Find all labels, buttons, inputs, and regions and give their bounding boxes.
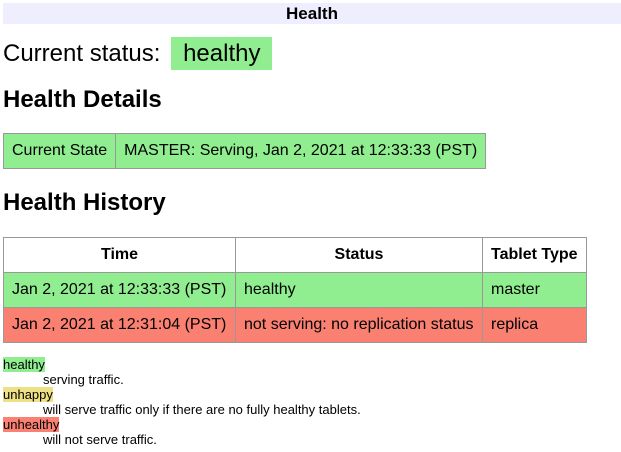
cell-tablet-type: master (482, 272, 587, 308)
current-status: Current status: healthy (3, 37, 273, 70)
health-details-table: Current State MASTER: Serving, Jan 2, 20… (2, 133, 487, 169)
legend-desc-unhealthy: will not serve traffic. (43, 432, 157, 447)
health-details-heading: Health Details (3, 86, 162, 113)
cell-status: healthy (235, 272, 483, 308)
cell-tablet-type: replica (482, 307, 587, 343)
cell-time: Jan 2, 2021 at 12:31:04 (PST) (3, 307, 236, 343)
table-row: Current State MASTER: Serving, Jan 2, 20… (2, 133, 487, 169)
legend-term-unhappy: unhappy (3, 387, 53, 402)
legend-desc-healthy: serving traffic. (43, 372, 124, 387)
cell-status: not serving: no replication status (235, 307, 483, 343)
table-header-row: Time Status Tablet Type (3, 237, 587, 273)
table-row: Jan 2, 2021 at 12:33:33 (PST) healthy ma… (3, 272, 587, 308)
page-title: Health (3, 3, 621, 24)
legend-desc-unhappy: will serve traffic only if there are no … (43, 402, 361, 417)
column-header-time: Time (3, 237, 236, 273)
current-status-label: Current status: (3, 40, 161, 67)
current-state-label: Current State (2, 133, 117, 169)
table-row: Jan 2, 2021 at 12:31:04 (PST) not servin… (3, 307, 587, 343)
column-header-status: Status (235, 237, 483, 273)
health-history-heading: Health History (3, 189, 166, 216)
current-state-value: MASTER: Serving, Jan 2, 2021 at 12:33:33… (115, 133, 487, 169)
legend-term-unhealthy: unhealthy (3, 417, 60, 432)
status-legend: healthy serving traffic. unhappy will se… (3, 357, 361, 447)
legend-term-healthy: healthy (3, 357, 45, 372)
column-header-tablet-type: Tablet Type (482, 237, 587, 273)
health-history-table: Time Status Tablet Type Jan 2, 2021 at 1… (3, 237, 587, 343)
cell-time: Jan 2, 2021 at 12:33:33 (PST) (3, 272, 236, 308)
status-badge: healthy (171, 37, 273, 70)
